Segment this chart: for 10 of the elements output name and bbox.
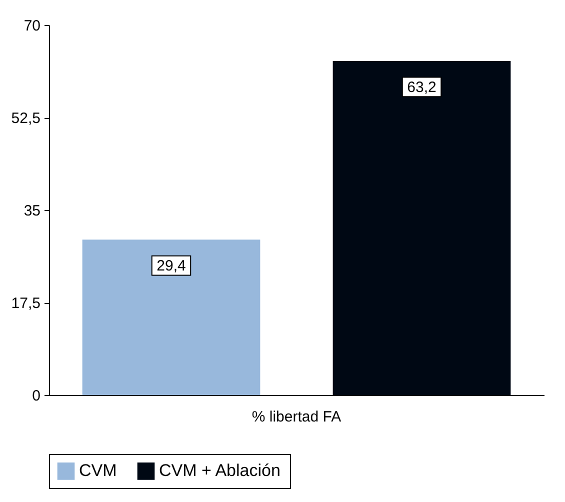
x-tick-label: % libertad FA	[252, 408, 342, 426]
legend-label: CVM	[79, 461, 117, 480]
data-label: 29,4	[156, 258, 186, 275]
y-tick-label: 52,5	[11, 110, 40, 127]
y-tick-label: 35	[24, 202, 40, 220]
legend-label: CVM + Ablación	[159, 461, 280, 480]
y-tick-label: 70	[24, 18, 40, 34]
y-tick-label: 17,5	[11, 295, 40, 312]
data-label: 63,2	[407, 78, 436, 96]
y-tick-label: 0	[32, 388, 40, 404]
